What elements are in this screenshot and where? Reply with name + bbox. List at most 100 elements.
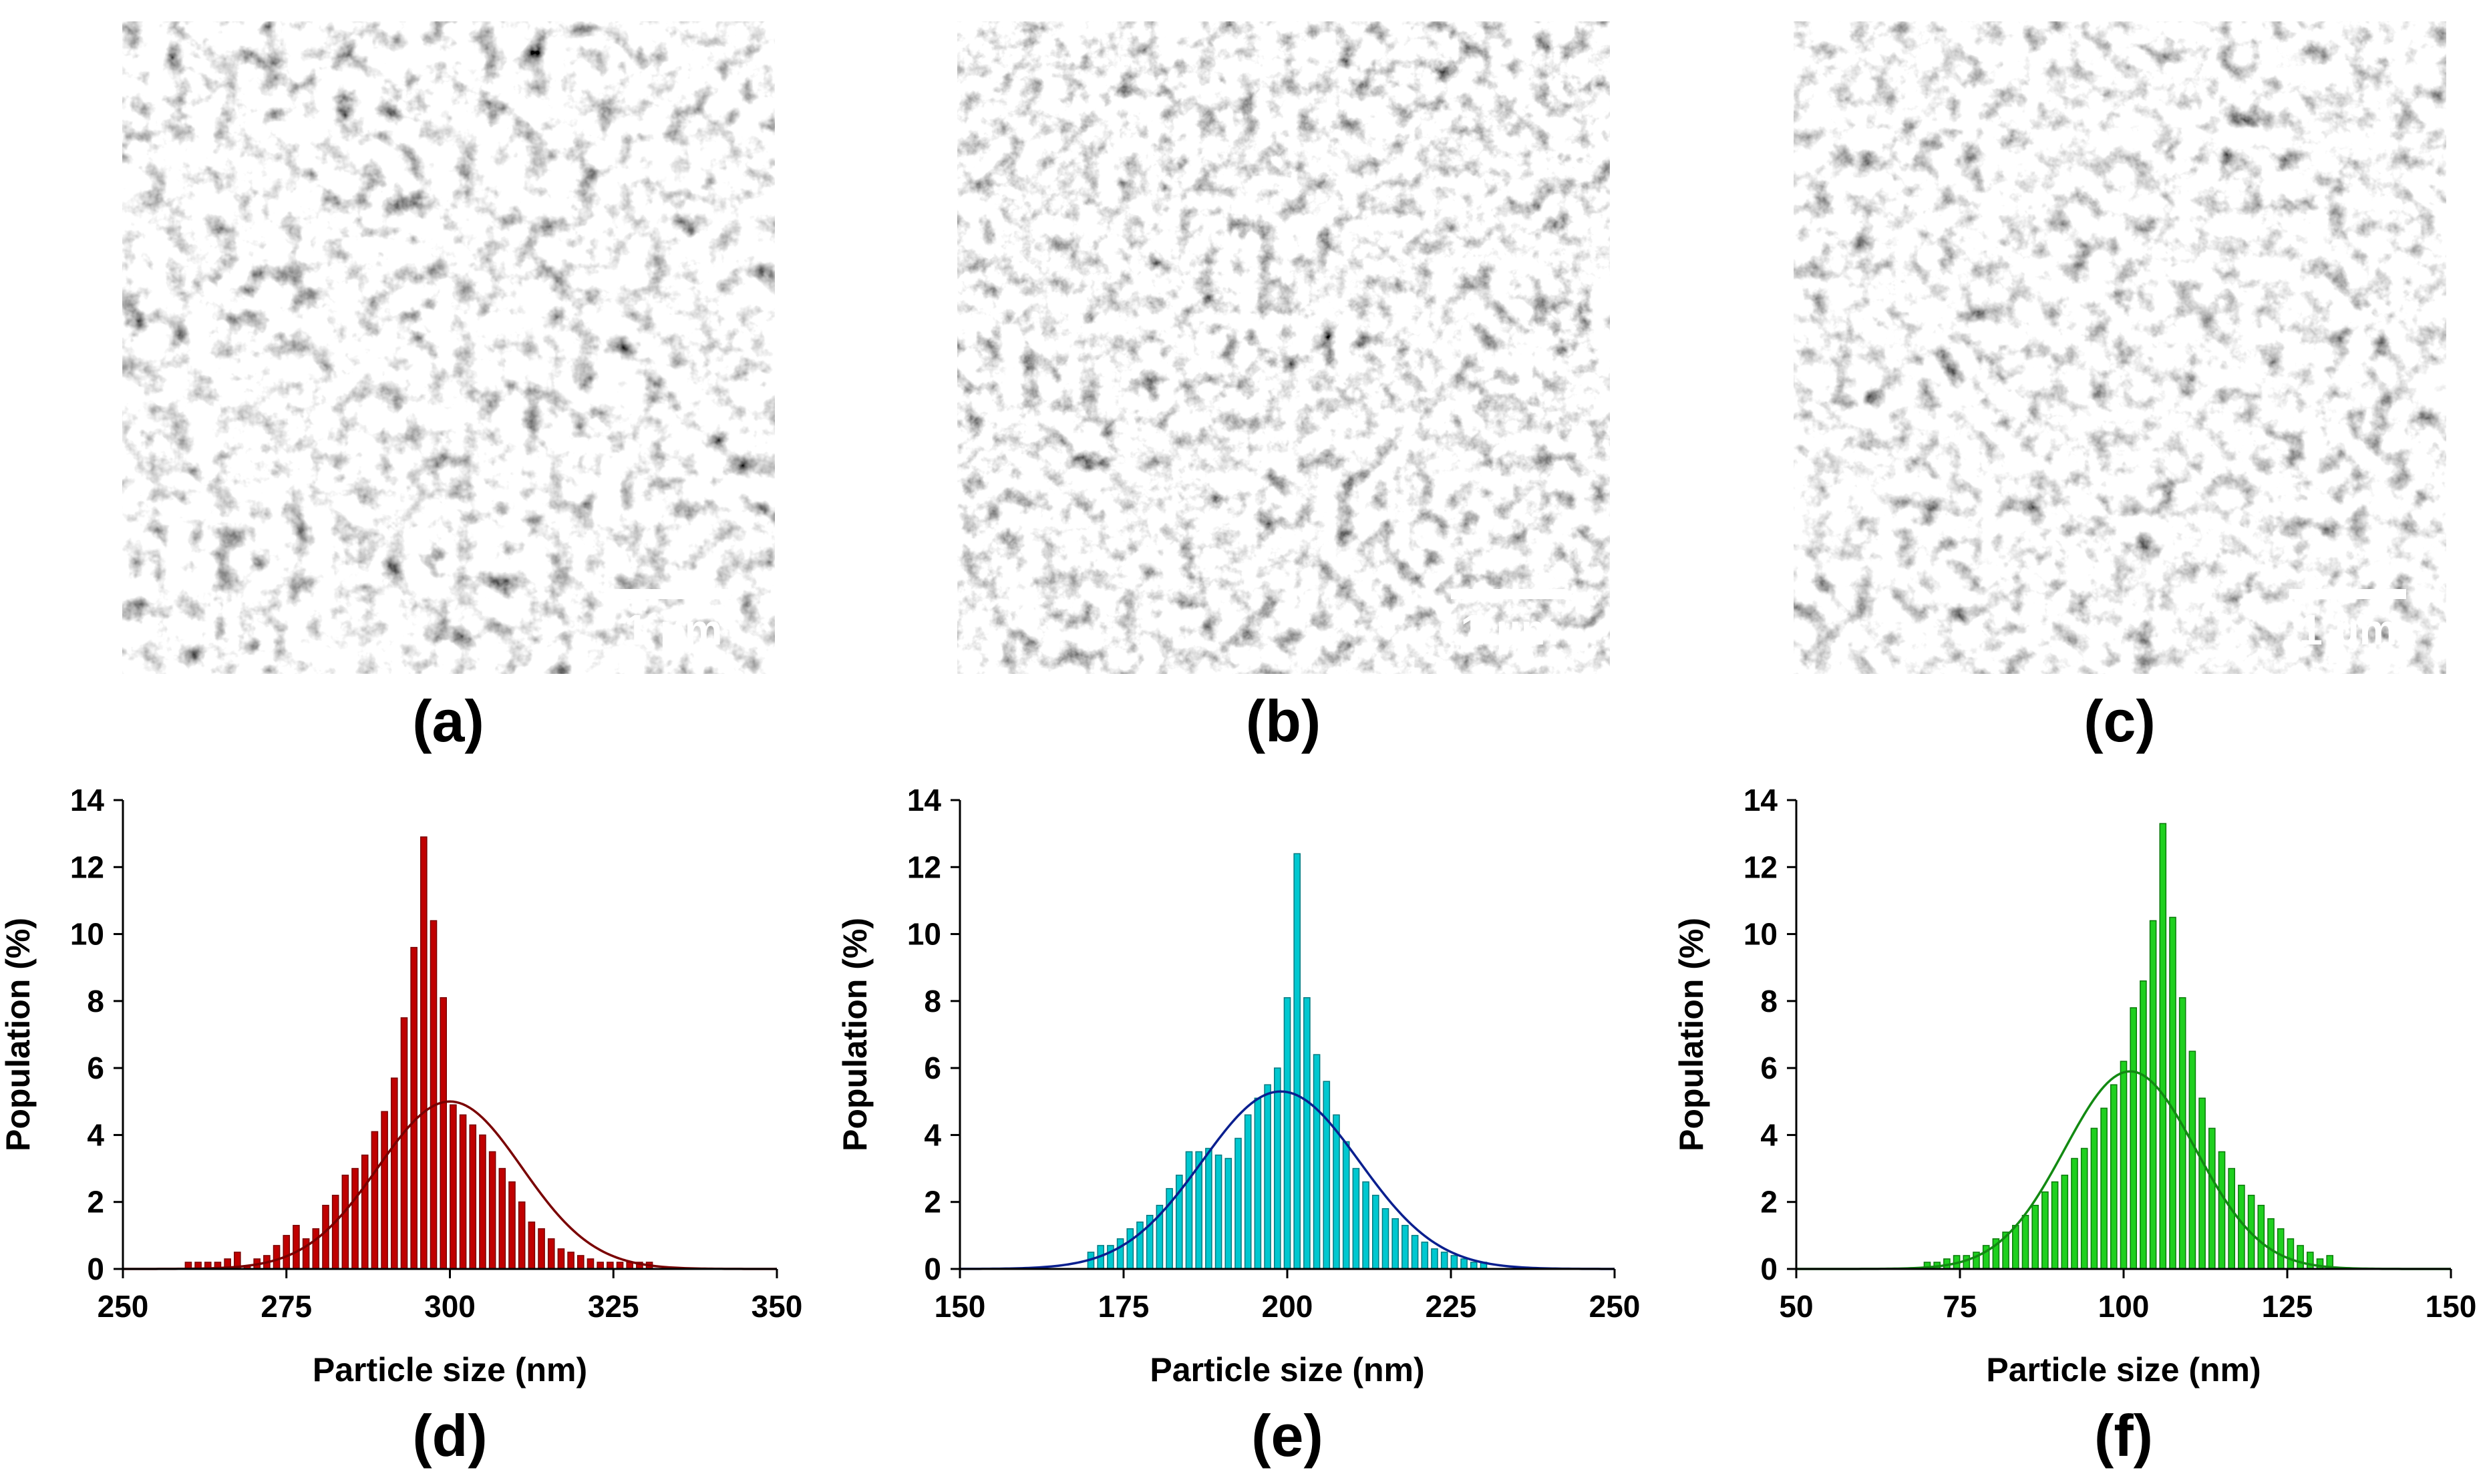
y-tick-label: 8	[1760, 984, 1778, 1018]
histogram-bar	[390, 1077, 398, 1270]
histogram-bar	[361, 1154, 369, 1270]
x-tick-label: 50	[1779, 1289, 1813, 1324]
histogram-bar	[381, 1111, 388, 1270]
panel-label: (f)	[2094, 1403, 2153, 1469]
x-tick-label: 150	[2426, 1289, 2477, 1324]
x-axis-title: Particle size (nm)	[313, 1351, 587, 1388]
y-tick-label: 2	[87, 1185, 104, 1220]
histogram-bar	[2228, 1167, 2235, 1270]
y-tick-label: 6	[1760, 1051, 1778, 1085]
histogram-bar	[430, 920, 438, 1270]
y-tick-label: 12	[907, 850, 941, 884]
histogram-bar	[2100, 1107, 2108, 1270]
x-tick-label: 225	[1426, 1289, 1477, 1324]
x-tick-label: 175	[1098, 1289, 1150, 1324]
histogram-bar	[2316, 1258, 2324, 1270]
histogram-bar	[547, 1238, 555, 1270]
histogram-bar	[2130, 1007, 2137, 1270]
scale-bar	[2289, 589, 2406, 599]
histogram-bar	[351, 1167, 359, 1270]
histogram-bar	[1421, 1242, 1429, 1270]
histogram-bar	[440, 997, 448, 1270]
histogram-bar	[2297, 1245, 2304, 1270]
histogram-bar	[1323, 1081, 1331, 1270]
x-tick-label: 325	[588, 1289, 639, 1324]
scale-bar-label: 1 µm	[2299, 606, 2397, 654]
histogram-bar	[1963, 1255, 1971, 1270]
histogram-bar	[1411, 1235, 1419, 1270]
y-tick-label: 4	[87, 1117, 104, 1152]
x-tick-label: 250	[1589, 1289, 1641, 1324]
y-axis-title: Population (%)	[836, 918, 874, 1151]
y-tick-label: 14	[70, 783, 105, 817]
histogram-bar	[302, 1238, 310, 1270]
panel-label: (d)	[412, 1403, 487, 1469]
histogram-bar	[616, 1262, 624, 1270]
histogram-bar	[371, 1131, 379, 1270]
x-tick-label: 200	[1262, 1289, 1313, 1324]
panel-label-c: (c)	[2084, 688, 2156, 754]
sem-texture	[957, 21, 1610, 674]
histogram-bar	[1342, 1141, 1350, 1270]
histogram-bar	[1185, 1151, 1193, 1270]
gaussian-fit-line	[959, 1090, 1615, 1270]
histogram-bar	[528, 1222, 536, 1270]
histogram-bar	[1391, 1218, 1399, 1270]
x-axis-title: Particle size (nm)	[1150, 1351, 1424, 1388]
histogram-bar	[1205, 1147, 1212, 1270]
y-tick-label: 0	[924, 1252, 941, 1286]
y-tick-label: 14	[1744, 783, 1778, 817]
histogram-bar	[2306, 1252, 2314, 1270]
histogram-bar	[479, 1134, 486, 1270]
histogram-bar	[1352, 1167, 1360, 1270]
histogram-chart-d: 0 2 4 6 8 10 12 14 250 275 300 325 350 Particle size …	[0, 783, 802, 1469]
histogram-bar	[1273, 1067, 1281, 1270]
histogram-bar	[2267, 1218, 2275, 1270]
y-tick-label: 14	[907, 783, 942, 817]
y-axis-title: Population (%)	[0, 918, 37, 1151]
sem-image-b: 1 µm	[957, 21, 1610, 674]
y-tick-label: 4	[924, 1117, 941, 1152]
sem-image-a: 1 µm	[122, 21, 775, 674]
y-tick-label: 2	[1760, 1185, 1778, 1220]
y-tick-label: 10	[70, 917, 104, 952]
histogram-bar	[1234, 1137, 1242, 1270]
x-tick-label: 350	[752, 1289, 803, 1324]
y-tick-label: 6	[87, 1051, 104, 1085]
histogram-bar	[2080, 1147, 2088, 1270]
histogram-bar	[597, 1262, 604, 1270]
histogram-bar	[322, 1204, 329, 1270]
histogram-bar	[459, 1114, 467, 1270]
histogram-bar	[2021, 1215, 2029, 1270]
histogram-bar	[2257, 1204, 2265, 1270]
histogram-chart-e: 0 2 4 6 8 10 12 14 150 175 200 225 250 Particle size …	[836, 783, 1640, 1469]
histogram-bar	[1116, 1238, 1124, 1270]
x-tick-label: 250	[98, 1289, 149, 1324]
histogram-bar	[410, 946, 418, 1270]
histogram-bar	[2169, 916, 2176, 1270]
histogram-bar	[1333, 1114, 1340, 1270]
histogram-bar	[420, 836, 428, 1270]
histogram-bar	[2178, 997, 2186, 1270]
histogram-bar	[1254, 1097, 1262, 1270]
histogram-bar	[2277, 1228, 2285, 1270]
histogram-bar	[312, 1228, 320, 1270]
histogram-bar	[1283, 997, 1291, 1270]
histogram-bar	[2031, 1204, 2039, 1270]
x-tick-label: 125	[2262, 1289, 2313, 1324]
y-tick-label: 0	[87, 1252, 104, 1286]
sem-texture	[122, 21, 775, 674]
histogram-bar	[577, 1255, 585, 1270]
histogram-bar	[2238, 1184, 2245, 1270]
histogram-bar	[1126, 1228, 1134, 1270]
histogram-bar	[498, 1167, 506, 1270]
histogram-bar	[587, 1258, 595, 1270]
histogram-bar	[2110, 1084, 2118, 1270]
y-tick-label: 10	[1744, 917, 1778, 952]
gaussian-fit-line	[123, 1100, 777, 1270]
histogram-bar	[1460, 1258, 1468, 1270]
histogram-bar	[2218, 1151, 2226, 1270]
y-tick-label: 12	[1744, 850, 1778, 884]
y-tick-label: 12	[70, 850, 104, 884]
histogram-bar	[1381, 1208, 1389, 1270]
